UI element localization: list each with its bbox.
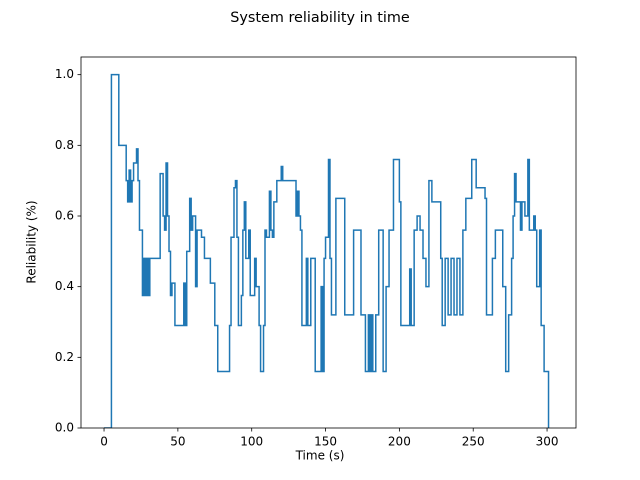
x-tick-label: 0 <box>100 435 108 449</box>
x-tick-label: 250 <box>462 435 485 449</box>
y-tick-label: 0.6 <box>55 209 74 223</box>
y-tick-label: 0.8 <box>55 138 74 152</box>
x-axis-label: Time (s) <box>295 449 345 463</box>
x-tick-label: 150 <box>314 435 337 449</box>
y-tick-label: 0.0 <box>55 421 74 435</box>
x-tick-label: 200 <box>388 435 411 449</box>
plot-frame <box>80 56 577 429</box>
y-axis-label: Reliability (%) <box>25 200 39 283</box>
x-tick-label: 100 <box>240 435 263 449</box>
x-tick-label: 300 <box>536 435 559 449</box>
x-tick-label: 50 <box>170 435 185 449</box>
y-tick-label: 0.4 <box>55 279 74 293</box>
y-tick-label: 1.0 <box>55 67 74 81</box>
chart-title: System reliability in time <box>230 10 410 26</box>
y-tick-label: 0.2 <box>55 350 74 364</box>
line <box>104 73 550 428</box>
